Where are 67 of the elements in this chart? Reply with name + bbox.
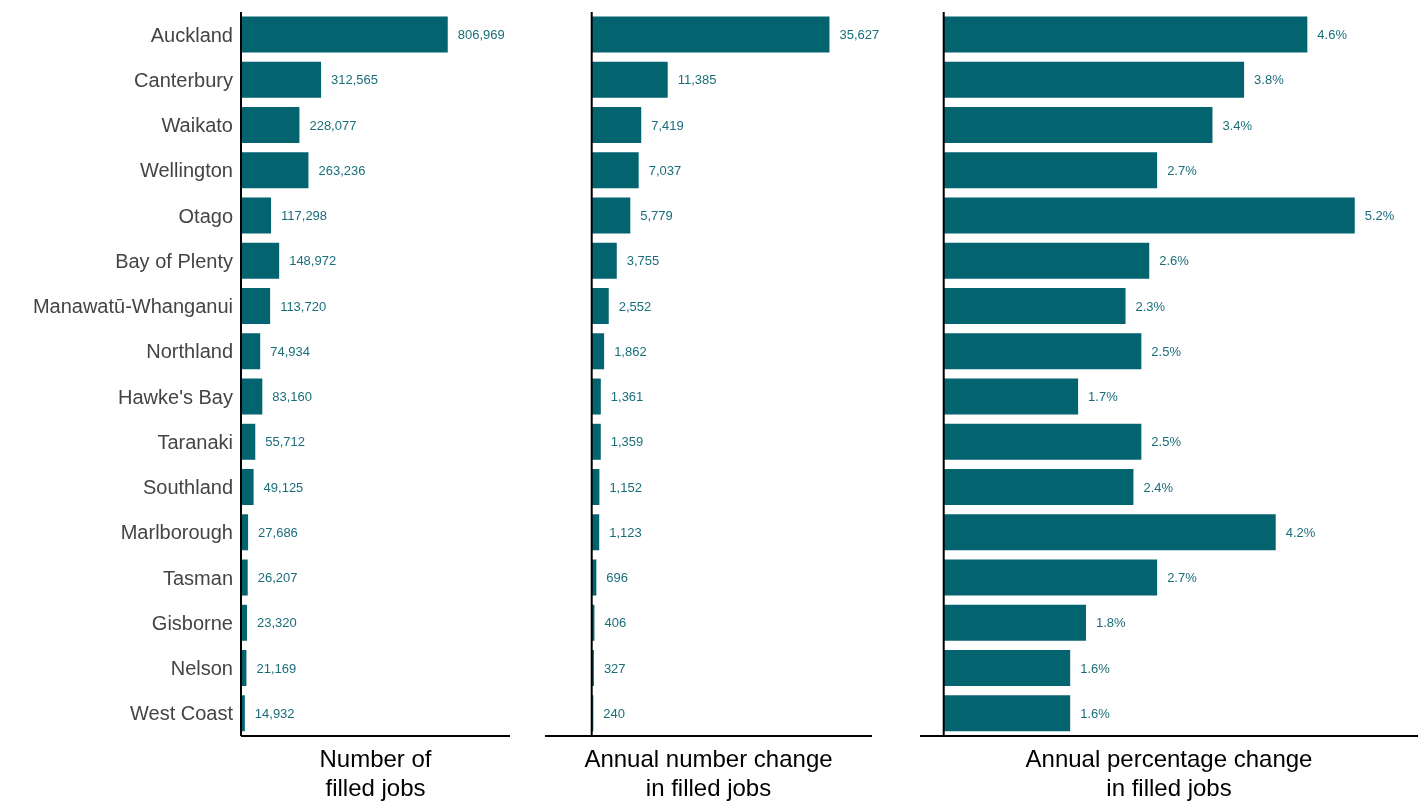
data-label: 3.8%: [1254, 72, 1285, 88]
data-label: 49,125: [263, 479, 304, 495]
y-tick-label: Northland: [146, 340, 233, 363]
y-tick-label: Wellington: [139, 159, 233, 182]
x-axis-title: Number of filled jobs: [318, 744, 433, 802]
x-axis-title: Annual percentage change in filled jobs: [1024, 744, 1314, 802]
data-label: 83,160: [272, 389, 313, 405]
data-label: 240: [603, 705, 626, 721]
data-label: 23,320: [256, 615, 297, 631]
y-tick-label: Bay of Plenty: [115, 249, 233, 272]
data-label: 5,779: [640, 208, 673, 224]
data-label: 14,932: [254, 705, 295, 721]
data-label: 21,169: [256, 660, 297, 676]
data-label: 3.4%: [1222, 117, 1253, 133]
data-label: 4.6%: [1317, 27, 1348, 43]
data-label: 26,207: [257, 570, 298, 586]
data-label: 2.7%: [1167, 570, 1198, 586]
data-label: 1,361: [610, 389, 644, 405]
data-label: 5.2%: [1364, 208, 1395, 224]
data-label: 55,712: [265, 434, 306, 450]
data-label: 113,720: [280, 298, 327, 314]
data-label: 4.2%: [1285, 524, 1316, 540]
y-tick-label: Marlborough: [120, 521, 233, 544]
data-label: 2.3%: [1135, 298, 1166, 314]
data-label: 35,627: [839, 27, 880, 43]
data-label: 2.5%: [1151, 434, 1182, 450]
data-label: 1.6%: [1080, 660, 1111, 676]
y-tick-label: Hawke's Bay: [118, 385, 233, 408]
data-label: 327: [603, 660, 626, 676]
data-label: 696: [606, 570, 629, 586]
data-label: 1,123: [609, 524, 642, 540]
data-label: 74,934: [270, 343, 310, 359]
data-label: 7,037: [648, 162, 682, 178]
data-label: 806,969: [457, 27, 505, 43]
data-label: 2.6%: [1159, 253, 1190, 269]
y-tick-label: Auckland: [150, 23, 233, 46]
data-label: 1.6%: [1080, 705, 1111, 721]
data-label: 7,419: [651, 117, 684, 133]
data-label: 1.7%: [1088, 389, 1119, 405]
data-label: 2.7%: [1167, 162, 1198, 178]
y-tick-label: Southland: [142, 476, 233, 499]
data-label: 312,565: [331, 72, 379, 88]
data-label: 1,152: [609, 479, 642, 495]
data-label: 1,359: [610, 434, 644, 450]
data-label: 2,552: [618, 298, 652, 314]
data-label: 27,686: [258, 524, 298, 540]
data-label: 2.5%: [1151, 343, 1182, 359]
data-label: 228,077: [309, 117, 357, 133]
y-tick-label: Tasman: [162, 566, 233, 589]
data-label: 263,236: [318, 162, 366, 178]
data-label: 1.8%: [1096, 615, 1127, 631]
data-label: 2.4%: [1143, 479, 1174, 495]
y-tick-label: Taranaki: [157, 430, 233, 453]
data-label: 406: [604, 615, 627, 631]
data-label: 148,972: [289, 253, 337, 269]
data-label: 11,385: [677, 72, 717, 88]
y-tick-label: Waikato: [161, 114, 233, 137]
data-label: 1,862: [614, 343, 647, 359]
y-tick-label: Canterbury: [134, 68, 233, 91]
x-axis-title: Annual number change in filled jobs: [583, 744, 834, 802]
y-tick-label: West Coast: [130, 702, 234, 725]
y-tick-label: Otago: [178, 204, 233, 227]
y-tick-label: Manawatū-Whanganui: [32, 295, 233, 318]
y-tick-label: Gisborne: [151, 611, 233, 634]
data-label: 3,755: [626, 253, 660, 269]
y-tick-label: Nelson: [170, 657, 233, 680]
data-label: 117,298: [281, 208, 328, 224]
